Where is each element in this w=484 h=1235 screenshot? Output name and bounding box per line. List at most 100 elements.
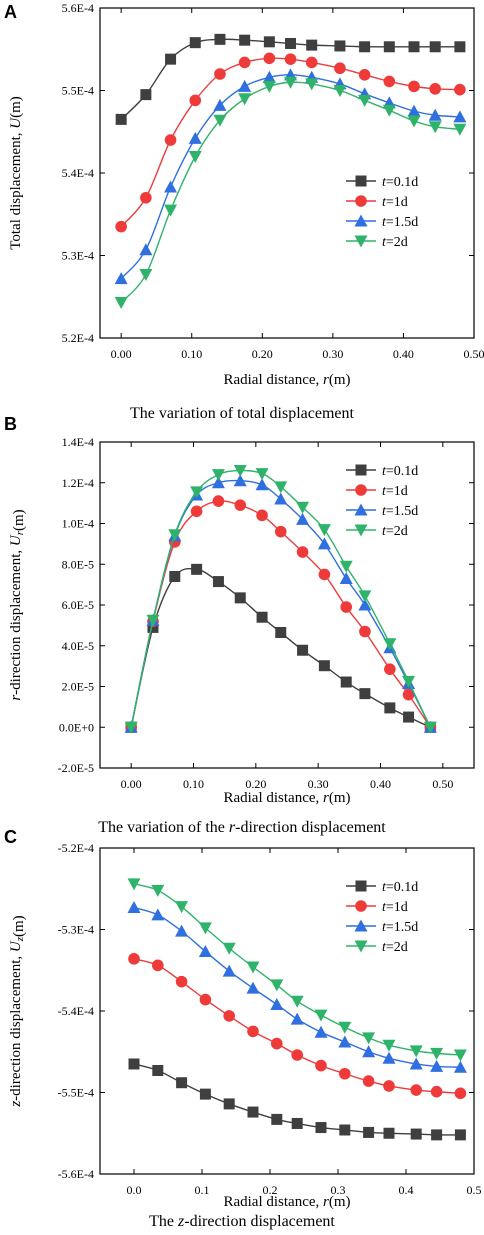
y-tick-label: -5.4E-4: [58, 1004, 94, 1018]
data-point: [214, 68, 226, 80]
data-point: [316, 1122, 327, 1133]
y-tick-label: 5.6E-4: [62, 1, 94, 15]
x-tick-label: 0.00: [111, 347, 132, 361]
data-point: [275, 627, 286, 638]
data-point: [190, 486, 203, 498]
panel-caption-part: -direction displacement: [235, 819, 386, 836]
data-point: [306, 57, 318, 69]
panel-letter-b: B: [4, 414, 17, 434]
legend-entry: t=2d: [346, 940, 408, 955]
legend-label: t=1d: [382, 195, 408, 210]
data-point: [455, 1088, 467, 1100]
legend-label: t=1d: [382, 484, 408, 499]
legend-entry: t=2d: [346, 524, 408, 539]
panel-caption-part: The variation of the: [98, 819, 229, 836]
data-point: [223, 965, 236, 977]
x-axis-label: Radial distance, r(m): [223, 790, 350, 806]
legend-label: t=0.1d: [382, 464, 418, 479]
data-point: [362, 1032, 375, 1044]
data-point: [339, 1068, 351, 1080]
data-point: [239, 57, 251, 69]
legend-entry: t=0.1d: [346, 880, 418, 895]
data-point: [191, 505, 203, 517]
data-point: [189, 132, 202, 144]
panel-caption: The z-direction displacement: [149, 1213, 335, 1230]
data-point: [384, 41, 395, 52]
y-axis-label-part: (m): [8, 96, 24, 118]
series-t=0.1d: [129, 1058, 466, 1140]
data-point: [257, 612, 268, 623]
panel-caption: The variation of the r-direction displac…: [98, 819, 386, 836]
legend-marker: [356, 465, 367, 476]
data-point: [340, 601, 352, 613]
data-point: [247, 982, 260, 994]
legend-label: t=2d: [382, 235, 408, 250]
legend-marker: [355, 484, 367, 496]
x-tick-label: 0.30: [308, 777, 329, 791]
data-point: [165, 54, 176, 65]
data-point: [285, 38, 296, 49]
data-point: [164, 181, 177, 193]
legend-label: t=0.1d: [382, 175, 418, 190]
data-point: [165, 134, 177, 146]
data-point: [256, 510, 268, 522]
x-tick-label: 0.30: [322, 347, 343, 361]
data-point: [169, 571, 180, 582]
data-point: [358, 95, 371, 107]
series-t=1d: [128, 953, 466, 1099]
data-point: [238, 80, 251, 92]
data-point: [318, 524, 331, 536]
legend-entry: t=1d: [346, 195, 408, 210]
data-point: [408, 116, 421, 128]
data-point: [341, 677, 352, 688]
legend-entry: t=0.1d: [346, 175, 418, 190]
x-tick-label: 0.10: [181, 347, 202, 361]
data-point: [383, 638, 396, 650]
y-axis-label-part: (m): [11, 915, 27, 937]
y-tick-label: 8.0E-5: [62, 557, 94, 571]
y-axis-label-part: -direction displacement,: [8, 952, 24, 1101]
x-tick-label: 0.20: [252, 347, 273, 361]
data-point: [453, 124, 466, 136]
data-point: [190, 37, 201, 48]
data-point: [223, 943, 236, 955]
data-point: [403, 712, 414, 723]
data-point: [213, 576, 224, 587]
data-point: [315, 1026, 328, 1038]
legend-label: t=0.1d: [382, 880, 418, 895]
legend-marker: [356, 176, 367, 187]
legend-label: t=1.5d: [382, 920, 418, 935]
data-point: [315, 1010, 328, 1022]
x-tick-label: 0.5: [467, 1183, 482, 1197]
legend-marker: [355, 900, 367, 912]
y-tick-label: -5.3E-4: [58, 923, 94, 937]
data-point: [333, 85, 346, 97]
legend-label: t=1.5d: [382, 215, 418, 230]
legend-entry: t=1.5d: [346, 920, 418, 936]
data-point: [410, 1084, 422, 1096]
data-point: [411, 1129, 422, 1140]
y-axis-label: r-direction displacement, Ur(m): [8, 509, 27, 700]
y-axis-label-part: Total displacement,: [8, 129, 24, 250]
y-tick-label: 0.0E+0: [59, 720, 94, 734]
data-point: [139, 269, 152, 281]
data-point: [430, 41, 441, 52]
data-point: [359, 688, 370, 699]
data-point: [151, 908, 164, 920]
panel-letter-a: A: [4, 2, 17, 22]
x-axis-label: Radial distance, r(m): [223, 1194, 350, 1210]
data-point: [212, 469, 225, 481]
data-point: [384, 1128, 395, 1139]
panel-caption-part: The variation of total displacement: [130, 405, 354, 422]
x-axis-label-part: Radial distance,: [223, 790, 323, 806]
data-point: [454, 84, 466, 96]
data-point: [235, 592, 246, 603]
data-point: [297, 546, 309, 558]
data-point: [247, 1026, 259, 1038]
data-point: [176, 976, 188, 988]
y-tick-label: 5.4E-4: [62, 166, 94, 180]
data-point: [189, 95, 201, 107]
data-point: [139, 243, 152, 255]
y-tick-label: -5.2E-4: [58, 841, 94, 855]
